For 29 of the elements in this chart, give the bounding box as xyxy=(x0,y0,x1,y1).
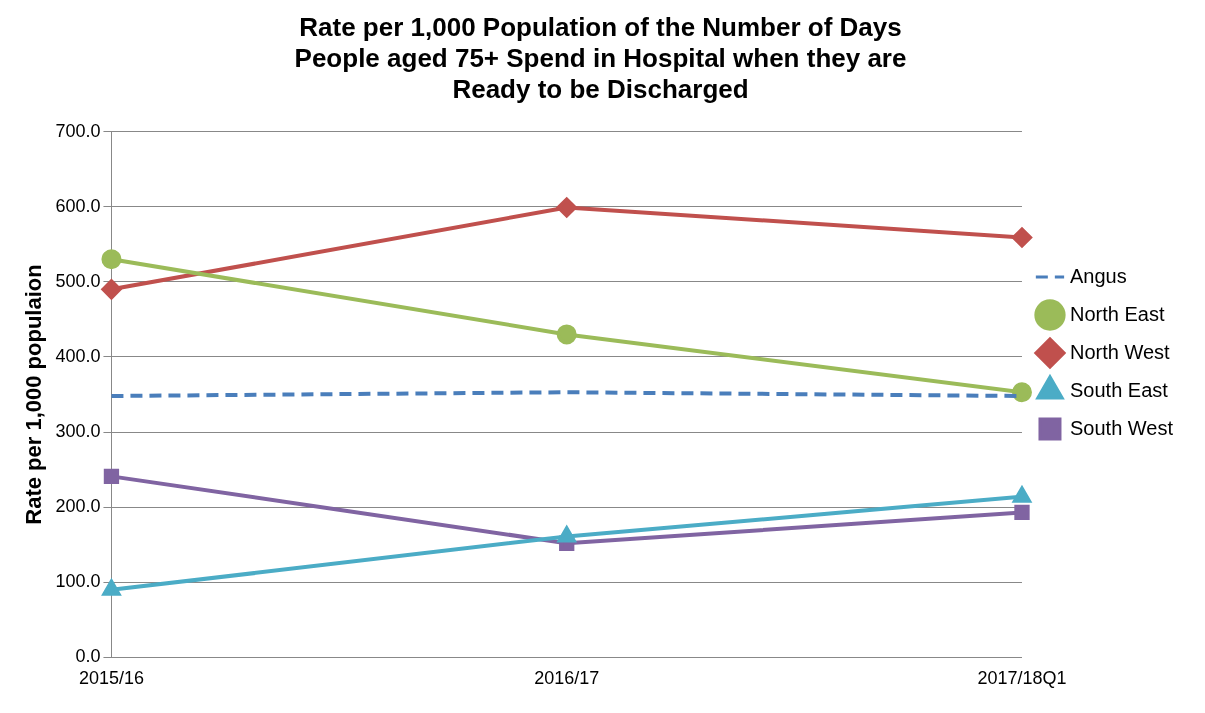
legend-label: South East xyxy=(1069,378,1169,401)
x-tick-label: 2017/18Q1 xyxy=(977,668,1067,689)
x-tick-label: 2015/16 xyxy=(78,668,144,689)
y-tick-label: 600.0 xyxy=(55,195,101,216)
chart-title: Rate per 1,000 Population of the Number of Days People aged 75+ Spend in Hospital when they are Ready to be Discharged xyxy=(294,11,907,105)
y-tick-label: 200.0 xyxy=(55,496,101,517)
y-tick-label: 0.0 xyxy=(75,646,101,667)
legend-label: North West xyxy=(1069,340,1171,363)
legend-label: South West xyxy=(1069,416,1174,439)
y-tick-label: 500.0 xyxy=(55,270,101,291)
point xyxy=(1014,504,1030,521)
point xyxy=(101,279,122,300)
y-tick-label: 700.0 xyxy=(55,120,101,141)
point xyxy=(1013,486,1031,503)
legend-label: Angus xyxy=(1069,264,1127,287)
point xyxy=(556,197,577,218)
y-tick-label: 300.0 xyxy=(55,421,101,442)
y-axis-title: Rate per 1,000 populaion xyxy=(21,264,47,525)
legend-label: North East xyxy=(1069,302,1165,325)
point xyxy=(103,468,120,485)
point xyxy=(1011,382,1032,403)
x-tick-label: 2016/17 xyxy=(534,668,600,689)
point xyxy=(102,579,121,596)
point xyxy=(556,324,577,345)
y-tick-label: 400.0 xyxy=(55,345,101,366)
point xyxy=(557,526,576,543)
point xyxy=(101,249,122,270)
y-tick-label: 100.0 xyxy=(55,571,101,592)
point xyxy=(1011,227,1032,248)
